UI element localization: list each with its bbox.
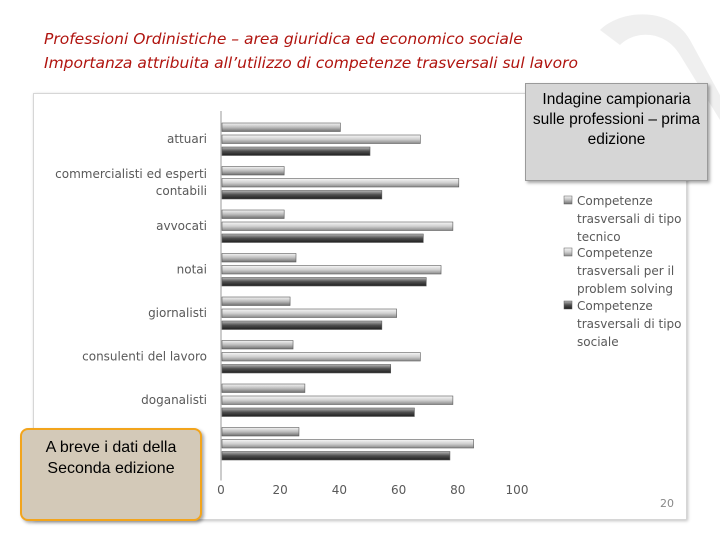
bar-7-series-2 [221, 451, 451, 461]
bar-5-series-1 [221, 352, 421, 362]
bar-2-series-0 [221, 209, 285, 219]
survey-note-box: Indagine campionaria sulle professioni –… [525, 83, 708, 181]
bar-5-series-0 [221, 340, 294, 350]
bar-6-series-2 [221, 407, 415, 417]
bar-chart: attuari commercialisti ed esperti contabil… [55, 111, 682, 497]
page-number: 20 [660, 497, 674, 510]
category-label: attuari [167, 132, 207, 146]
legend-label-0: Competenze [577, 194, 653, 208]
bar-3-series-0 [221, 253, 297, 263]
legend-swatch-0 [563, 195, 573, 205]
bar-6-series-1 [221, 395, 454, 405]
slide-title-line1: Professioni Ordinistiche – area giuridic… [44, 30, 523, 48]
x-tick-label: 100 [506, 483, 529, 497]
x-tick-label: 80 [450, 483, 465, 497]
bar-4-series-2 [221, 320, 383, 330]
bar-0-series-2 [221, 146, 371, 156]
x-tick-label: 60 [391, 483, 406, 497]
legend-label-2: trasversali di tipo [577, 317, 682, 331]
category-label: notai [177, 263, 207, 277]
bar-3-series-1 [221, 265, 442, 275]
category-label: commercialisti ed esperti [55, 167, 207, 181]
bar-4-series-0 [221, 296, 291, 306]
category-label: giornalisti [148, 306, 207, 320]
legend-swatch-1 [563, 247, 573, 257]
legend-label-0: trasversali di tipo [577, 212, 682, 226]
x-tick-label: 20 [273, 483, 288, 497]
slide-title-line2: Importanza attribuita all’utilizzo di co… [44, 54, 578, 72]
bar-6-series-0 [221, 383, 306, 393]
bar-1-series-0 [221, 166, 285, 176]
legend-label-2: Competenze [577, 299, 653, 313]
legend-swatch-2 [563, 300, 573, 310]
bar-7-series-0 [221, 427, 300, 437]
bar-7-series-1 [221, 439, 474, 449]
category-label: contabili [156, 184, 207, 198]
x-tick-label: 0 [217, 483, 225, 497]
legend-label-0: tecnico [577, 230, 621, 244]
category-label: avvocati [156, 219, 207, 233]
coming-soon-note-box: A breve i dati della Seconda edizione [20, 428, 202, 521]
category-label: consulenti del lavoro [82, 350, 207, 364]
legend-label-1: problem solving [577, 282, 673, 296]
bar-4-series-1 [221, 308, 397, 318]
bar-5-series-2 [221, 364, 392, 374]
bar-1-series-2 [221, 190, 383, 200]
bar-1-series-1 [221, 178, 460, 188]
legend-label-2: sociale [577, 335, 619, 349]
category-label: doganalisti [141, 393, 207, 407]
bar-0-series-1 [221, 134, 421, 144]
bar-0-series-0 [221, 122, 341, 132]
bar-2-series-1 [221, 221, 454, 231]
legend-label-1: trasversali per il [577, 264, 674, 278]
bar-3-series-2 [221, 277, 427, 287]
bar-2-series-2 [221, 233, 424, 243]
legend-label-1: Competenze [577, 246, 653, 260]
x-tick-label: 40 [332, 483, 347, 497]
